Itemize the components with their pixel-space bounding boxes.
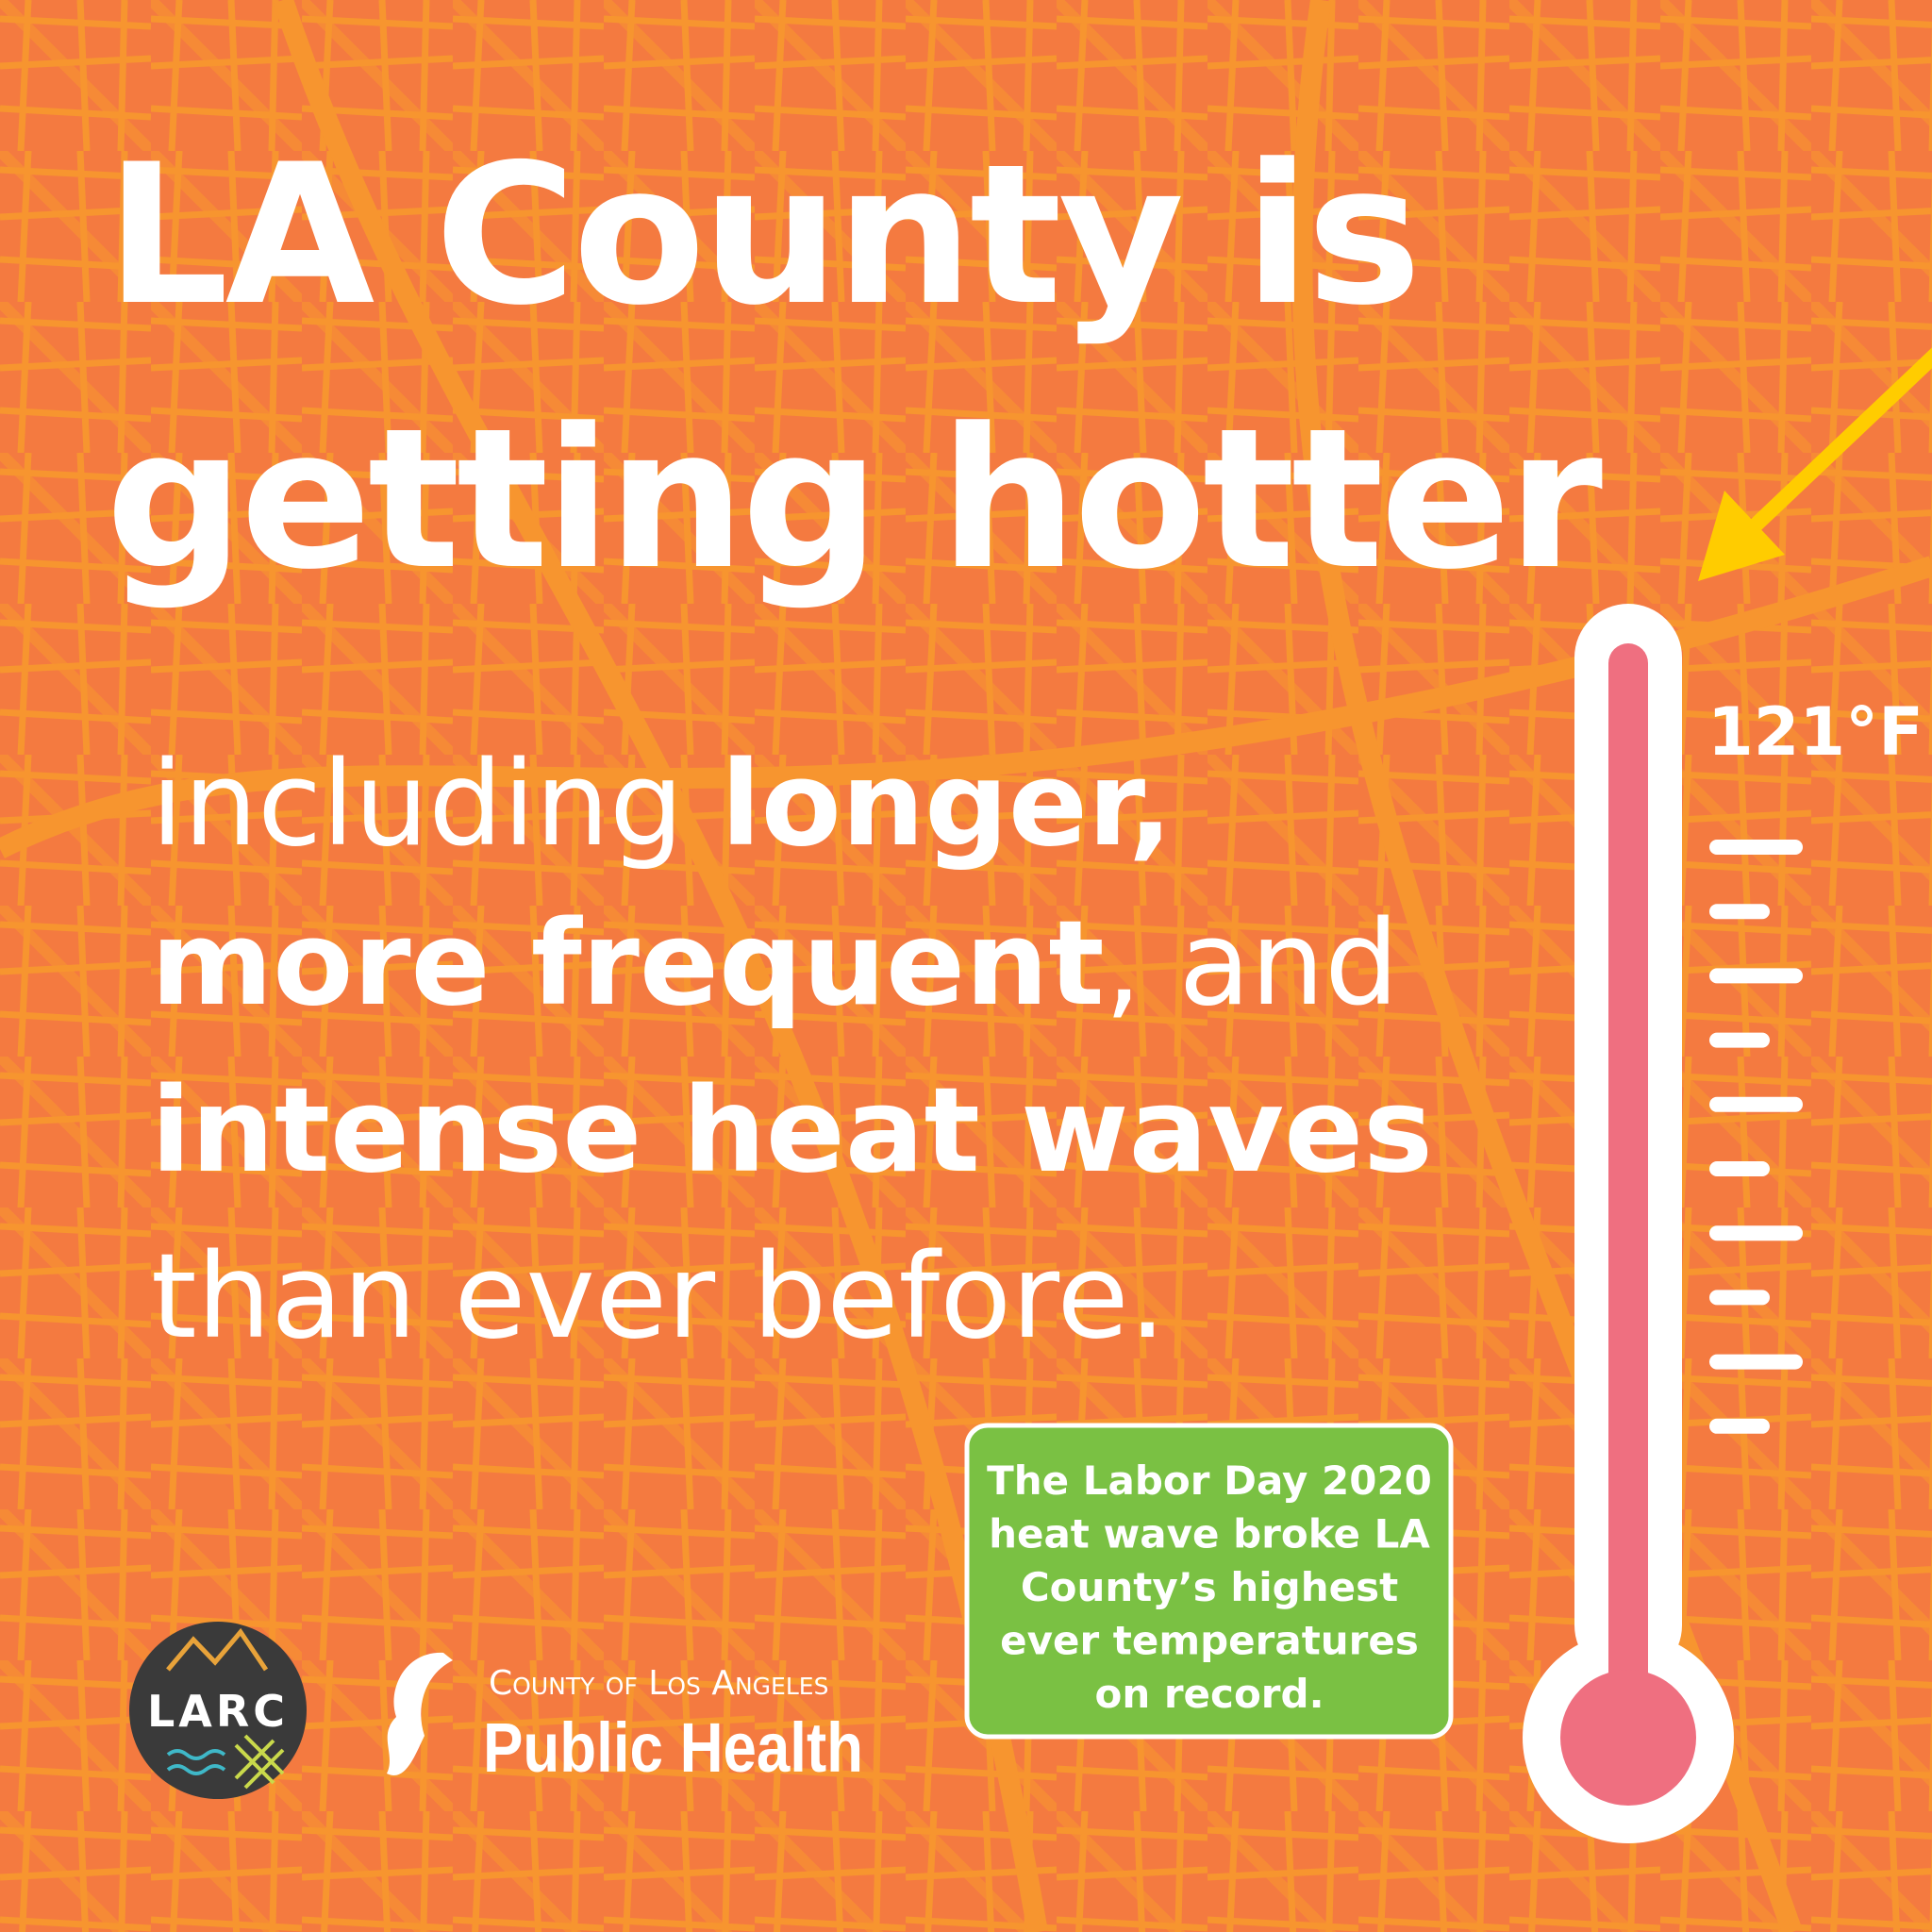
body-segment: longer,: [721, 737, 1173, 873]
body-segment: more frequent: [151, 896, 1105, 1032]
larc-grid: [234, 1734, 285, 1790]
thermometer-mercury-bulb: [1560, 1670, 1696, 1806]
body-line: than ever before.: [151, 1229, 1166, 1365]
body-segment: than ever before.: [151, 1229, 1166, 1365]
agency-name: Public Health: [483, 1709, 863, 1788]
arrow-shaft: [1740, 347, 1932, 541]
larc-mountains: [166, 1627, 269, 1672]
callout-line: County’s highest: [1021, 1564, 1398, 1610]
body-segment: , and: [1105, 896, 1399, 1032]
thermometer-scale: [1709, 840, 1803, 1434]
public-health-emblem: [387, 1652, 453, 1775]
body-line: intense heat waves: [151, 1063, 1433, 1199]
body-line: including longer,: [151, 737, 1173, 873]
headline-line: getting hotter: [106, 388, 1603, 612]
body-line: more frequent, and: [151, 896, 1399, 1032]
callout-line: on record.: [1094, 1671, 1324, 1717]
callout-line: heat wave broke LA: [989, 1511, 1430, 1557]
arrow-head: [1698, 491, 1785, 581]
headline-line: LA County is: [106, 124, 1418, 348]
callout-line: ever temperatures: [1000, 1618, 1419, 1664]
thermometer-mercury: [1608, 643, 1648, 1700]
body-text: including longer, more frequent, and inten…: [151, 737, 1433, 1365]
body-segment: including: [151, 737, 721, 873]
agency-line: County of Los Angeles: [489, 1664, 828, 1703]
callout-line: The Labor Day 2020: [987, 1457, 1432, 1504]
thermometer: [1523, 604, 1734, 1843]
temperature-label: 121°F: [1707, 693, 1924, 771]
callout-text: The Labor Day 2020 heat wave broke LA Coun…: [987, 1457, 1432, 1717]
larc-text: LARC: [147, 1686, 289, 1737]
callout-box: [964, 1423, 1454, 1740]
larc-waves: [166, 1749, 226, 1775]
body-segment: intense heat waves: [151, 1063, 1433, 1199]
